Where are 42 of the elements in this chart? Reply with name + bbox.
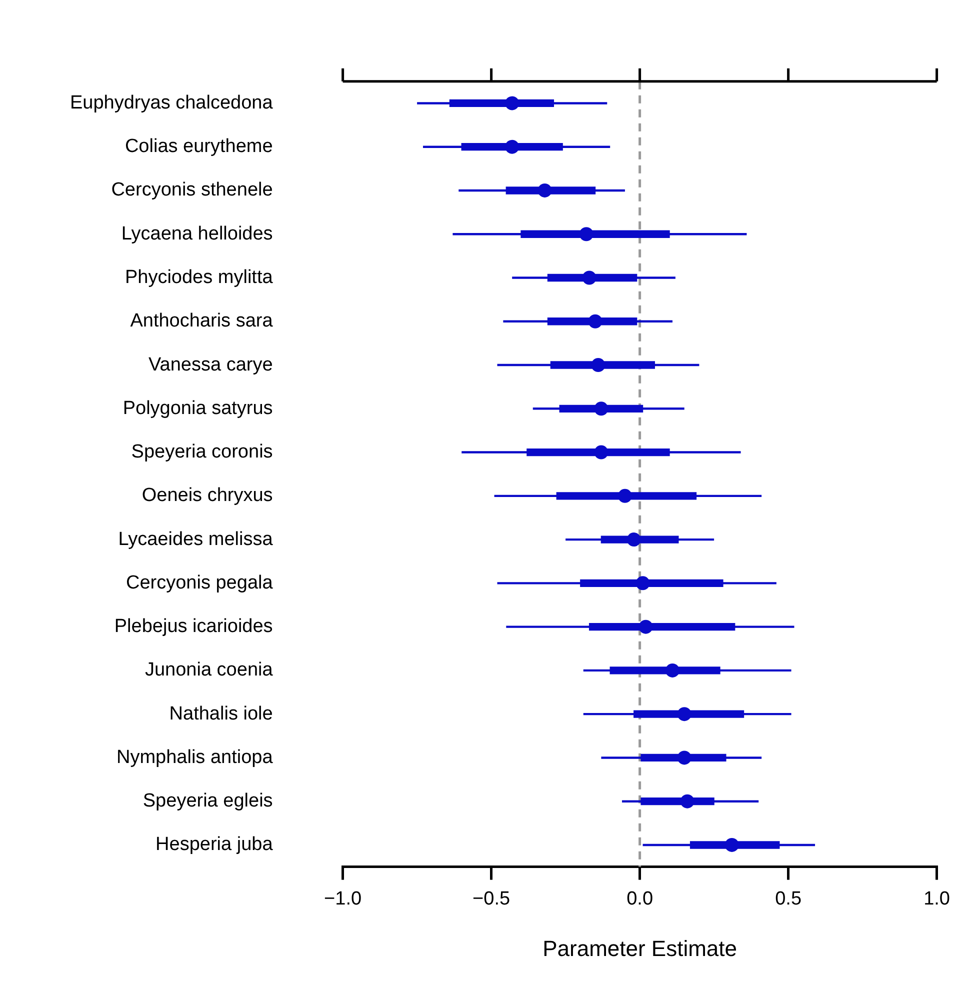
point — [594, 445, 608, 460]
y-tick-label: Colias eurytheme — [124, 136, 273, 158]
point — [677, 707, 692, 722]
y-tick-label: Lycaena helloides — [121, 223, 273, 244]
point — [505, 96, 520, 110]
y-tick-label: Cercyonis sthenele — [111, 180, 273, 201]
x-tick-label: −0.5 — [472, 888, 510, 910]
x-tick-label: −1.0 — [324, 888, 362, 910]
y-tick-label: Plebejus icarioides — [114, 616, 273, 638]
point — [618, 488, 632, 503]
point — [588, 314, 602, 328]
y-tick-label: Anthocharis sara — [130, 310, 274, 332]
x-tick-label: 1.0 — [924, 888, 950, 910]
point — [638, 620, 653, 634]
point — [582, 270, 596, 285]
point — [636, 576, 650, 590]
point — [680, 794, 694, 808]
point — [594, 402, 608, 416]
y-tick-label: Cercyonis pegala — [126, 572, 274, 594]
x-tick-label: 0.0 — [626, 888, 654, 910]
point — [724, 838, 739, 852]
y-tick-label: Nymphalis antiopa — [116, 746, 274, 768]
x-axis-title: Parameter Estimate — [542, 936, 737, 961]
y-tick-label: Hesperia juba — [156, 834, 274, 856]
y-tick-label: Polygonia satyrus — [122, 398, 273, 419]
y-tick-label: Nathalis iole — [169, 703, 273, 724]
y-tick-label: Euphydryas chalcedona — [70, 92, 274, 114]
point — [579, 227, 594, 242]
point — [677, 750, 692, 765]
y-tick-label: Speyeria egleis — [142, 790, 273, 812]
y-tick-label: Lycaeides melissa — [118, 528, 274, 550]
y-tick-label: Speyeria coronis — [131, 442, 273, 463]
x-tick-label: 0.5 — [775, 888, 802, 910]
point — [626, 532, 641, 547]
point — [591, 358, 606, 372]
y-tick-label: Junonia coenia — [144, 660, 274, 681]
y-tick-label: Vanessa carye — [148, 354, 273, 376]
point — [538, 183, 552, 198]
y-tick-label: Oeneis chryxus — [142, 485, 273, 506]
point — [505, 140, 520, 154]
y-tick-label: Phyciodes mylitta — [124, 266, 274, 288]
point — [665, 663, 680, 678]
